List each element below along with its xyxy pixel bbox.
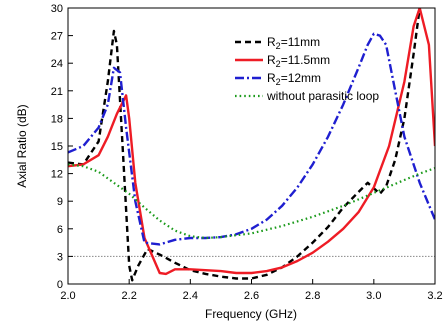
- x-tick-label: 2.0: [60, 290, 75, 302]
- x-tick-label: 3.2: [427, 290, 442, 302]
- series-layer: [68, 8, 435, 282]
- y-tick-label: 30: [51, 3, 63, 15]
- y-tick-label: 15: [51, 141, 63, 153]
- x-tick-label: 2.2: [122, 290, 137, 302]
- series-line-1: [68, 8, 435, 276]
- x-tick-label: 2.6: [244, 290, 259, 302]
- y-tick-label: 6: [57, 224, 63, 236]
- y-axis-title: Axial Ratio (dB): [15, 104, 29, 187]
- legend-label: without parasitic loop: [266, 89, 379, 103]
- y-tick-label: 0: [57, 279, 63, 291]
- series-line-2: [68, 32, 435, 246]
- y-tick-label: 9: [57, 196, 63, 208]
- legend-label: R2=11mm: [267, 35, 320, 51]
- series-line-3: [68, 163, 435, 240]
- legend-label: R2=11.5mm: [267, 53, 330, 69]
- ticks-layer: 2.0 2.2 2.4 2.6 2.8 3.0 3.2 0 3 6 9 12 15 18 21 24 27 30: [51, 3, 443, 302]
- series-line-0: [68, 8, 421, 282]
- y-tick-label: 24: [51, 58, 63, 70]
- y-tick-label: 27: [51, 31, 63, 43]
- legend-label: R2=12mm: [267, 71, 321, 87]
- y-tick-label: 21: [51, 86, 63, 98]
- y-tick-label: 12: [51, 169, 63, 181]
- y-tick-label: 3: [57, 251, 63, 263]
- x-tick-label: 3.0: [366, 290, 381, 302]
- x-tick-label: 2.4: [183, 290, 198, 302]
- y-tick-label: 18: [51, 113, 63, 125]
- legend: R2=11mm R2=11.5mm R2=12mm without parasitic…: [235, 35, 379, 103]
- x-axis-title: Frequency (GHz): [205, 307, 297, 321]
- x-tick-label: 2.8: [305, 290, 320, 302]
